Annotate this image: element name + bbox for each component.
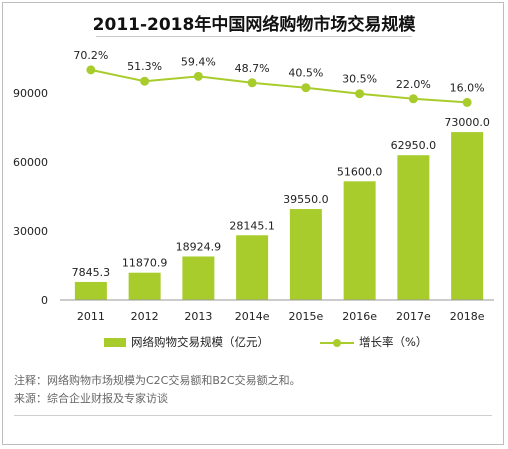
bar-2017e bbox=[397, 155, 430, 300]
note-text: 注释：网络购物市场规模为C2C交易额和B2C交易额之和。 bbox=[14, 374, 301, 387]
growth-rate-point bbox=[301, 83, 311, 93]
x-tick-label: 2011 bbox=[77, 310, 105, 323]
legend-item-bar: 网络购物交易规模（亿元） bbox=[104, 334, 269, 350]
growth-rate-point bbox=[193, 71, 203, 81]
y-tick-label: 0 bbox=[41, 294, 48, 307]
bar-value-label: 7845.3 bbox=[72, 266, 111, 279]
bar-value-label: 73000.0 bbox=[444, 116, 490, 129]
bar-2013 bbox=[182, 256, 215, 300]
growth-rate-point bbox=[408, 94, 418, 104]
y-tick-label: 90000 bbox=[13, 87, 48, 100]
x-tick-label: 2014e bbox=[235, 310, 270, 323]
growth-rate-point bbox=[462, 97, 472, 107]
bar-2016e bbox=[343, 181, 376, 300]
bar-2018e bbox=[451, 132, 484, 300]
bar-2015e bbox=[289, 209, 322, 300]
growth-rate-label: 51.3% bbox=[127, 60, 162, 73]
y-tick-label: 30000 bbox=[13, 225, 48, 238]
growth-rate-label: 22.0% bbox=[396, 78, 431, 91]
legend-line-label: 增长率（%） bbox=[359, 335, 428, 349]
legend-line-swatch bbox=[320, 338, 354, 347]
x-tick-label: 2013 bbox=[184, 310, 212, 323]
growth-rate-point bbox=[140, 76, 150, 86]
chart-title: 2011-2018年中国网络购物市场交易规模 bbox=[92, 15, 416, 35]
legend-bar-label: 网络购物交易规模（亿元） bbox=[131, 335, 269, 349]
bar-value-label: 28145.1 bbox=[229, 219, 275, 232]
x-tick-label: 2017e bbox=[396, 310, 431, 323]
bar-2011 bbox=[74, 281, 107, 300]
title-divider bbox=[96, 36, 412, 37]
growth-rate-point bbox=[355, 89, 365, 99]
growth-rate-label: 16.0% bbox=[450, 81, 485, 94]
legend-bar-swatch bbox=[104, 337, 126, 347]
x-tick-label: 2018e bbox=[450, 310, 485, 323]
growth-rate-label: 48.7% bbox=[235, 62, 270, 75]
growth-rate-point bbox=[86, 65, 96, 75]
x-tick-label: 2012 bbox=[131, 310, 159, 323]
growth-rate-label: 30.5% bbox=[342, 73, 377, 86]
legend-item-line: 增长率（%） bbox=[320, 334, 427, 350]
bar-value-label: 51600.0 bbox=[337, 165, 383, 178]
bar-value-label: 39550.0 bbox=[283, 193, 329, 206]
growth-rate-label: 40.5% bbox=[288, 67, 323, 80]
bar-2014e bbox=[236, 235, 269, 300]
growth-rate-point bbox=[247, 78, 257, 88]
bar-2012 bbox=[128, 272, 161, 300]
bar-value-label: 18924.9 bbox=[176, 240, 222, 253]
y-tick-label: 60000 bbox=[13, 156, 48, 169]
bar-value-label: 62950.0 bbox=[391, 139, 437, 152]
source-text: 来源：综合企业财报及专家访谈 bbox=[14, 392, 168, 405]
bottom-divider bbox=[14, 415, 492, 416]
growth-rate-label: 70.2% bbox=[73, 49, 108, 62]
x-tick-label: 2015e bbox=[288, 310, 323, 323]
growth-rate-label: 59.4% bbox=[181, 55, 216, 68]
x-tick-label: 2016e bbox=[342, 310, 377, 323]
bar-value-label: 11870.9 bbox=[122, 257, 168, 270]
chart-notes: 注释：网络购物市场规模为C2C交易额和B2C交易额之和。 来源：综合企业财报及专… bbox=[14, 372, 301, 408]
growth-rate-line bbox=[90, 68, 468, 104]
